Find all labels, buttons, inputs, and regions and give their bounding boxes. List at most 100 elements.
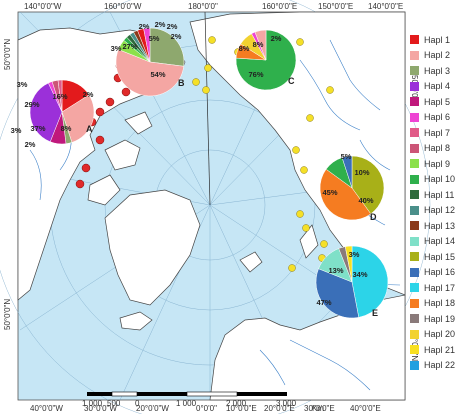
legend-swatch bbox=[410, 66, 419, 76]
legend-item: Hapl 3 bbox=[410, 63, 474, 79]
legend-swatch bbox=[410, 97, 419, 107]
legend-item: Hapl 9 bbox=[410, 156, 474, 172]
legend-item: Hapl 21 bbox=[410, 342, 474, 358]
coord-top-5: 150°0'0"E bbox=[318, 2, 353, 11]
legend-label: Hapl 10 bbox=[424, 174, 456, 185]
greenland bbox=[104, 189, 201, 306]
pie-percent-label: 3% bbox=[349, 250, 360, 259]
legend-label: Hapl 2 bbox=[424, 50, 451, 61]
scale-tick-1: 1 000 bbox=[82, 399, 103, 408]
legend-item: Hapl 19 bbox=[410, 311, 474, 327]
siberia bbox=[189, 11, 406, 296]
pie-percent-label: 2% bbox=[83, 90, 94, 99]
scale-tick-4: 1 000 bbox=[176, 399, 197, 408]
coord-bottom-1: 40°0'0"W bbox=[30, 404, 63, 413]
coord-bottom-4: 0°0'0" bbox=[196, 404, 217, 413]
coord-bottom-5: 10°0'0"E bbox=[226, 404, 257, 413]
legend-swatch bbox=[410, 81, 419, 91]
pie-percent-label: 2% bbox=[139, 22, 150, 31]
legend-item: Hapl 15 bbox=[410, 249, 474, 265]
legend-label: Hapl 3 bbox=[424, 65, 451, 76]
pie-percent-label: 40% bbox=[358, 196, 373, 205]
pie-percent-label: 3% bbox=[11, 126, 22, 135]
legend-swatch bbox=[410, 50, 419, 60]
site-label: E bbox=[372, 308, 378, 318]
pie-percent-label: 8% bbox=[61, 124, 72, 133]
legend-label: Hapl 12 bbox=[424, 205, 456, 216]
haplotype-legend: Hapl 1 Hapl 2 Hapl 3 Hapl 4 Hapl 5 Hapl 6 Hapl… bbox=[410, 32, 474, 373]
legend-item: Hapl 4 bbox=[410, 79, 474, 95]
pie-D: 45% 40% 10%5% D bbox=[319, 152, 385, 222]
pie-percent-label: 2% bbox=[155, 20, 166, 29]
coord-top-4: 160°0'0"E bbox=[262, 2, 297, 11]
scale-tick-3: 0 bbox=[135, 399, 140, 408]
scale-tick-6: 3 000 bbox=[276, 399, 297, 408]
legend-swatch bbox=[410, 128, 419, 138]
legend-label: Hapl 1 bbox=[424, 34, 451, 45]
scale-tick-5: 2 000 bbox=[226, 399, 247, 408]
legend-swatch bbox=[410, 112, 419, 122]
pie-percent-label: 2% bbox=[167, 22, 178, 31]
site-label: B bbox=[178, 78, 185, 88]
coord-bottom-8: 40°0'0"E bbox=[350, 404, 381, 413]
arctic-archipelago-1 bbox=[104, 139, 141, 171]
legend-label: Hapl 8 bbox=[424, 143, 451, 154]
dateline bbox=[204, 11, 211, 206]
legend-item: Hapl 16 bbox=[410, 265, 474, 281]
legend-item: Hapl 2 bbox=[410, 48, 474, 64]
arctic-archipelago-2 bbox=[87, 174, 121, 206]
pie-slice bbox=[149, 27, 185, 67]
legend-label: Hapl 21 bbox=[424, 344, 456, 355]
legend-swatch bbox=[410, 174, 419, 184]
legend-item: Hapl 14 bbox=[410, 234, 474, 250]
scale-bar: 1 000 500 0 1 000 2 000 3 000 Km bbox=[82, 391, 324, 412]
pie-percent-label: 2% bbox=[25, 140, 36, 149]
pie-slice bbox=[29, 82, 63, 143]
pie-percent-label: 47% bbox=[316, 298, 331, 307]
legend-item: Hapl 1 bbox=[410, 32, 474, 48]
legend-swatch bbox=[410, 236, 419, 246]
scale-bar-segments bbox=[87, 391, 287, 397]
legend-item: Hapl 20 bbox=[410, 327, 474, 343]
legend-swatch bbox=[410, 190, 419, 200]
pie-percent-label: 37% bbox=[30, 124, 45, 133]
legend-swatch bbox=[410, 267, 419, 277]
coord-bottom-6: 20°0'0"E bbox=[264, 404, 295, 413]
pie-percent-label: 34% bbox=[352, 270, 367, 279]
pie-slice bbox=[344, 245, 353, 283]
pie-slice bbox=[351, 245, 389, 318]
legend-item: Hapl 18 bbox=[410, 296, 474, 312]
legend-label: Hapl 7 bbox=[424, 127, 451, 138]
legend-label: Hapl 13 bbox=[424, 220, 456, 231]
legend-item: Hapl 13 bbox=[410, 218, 474, 234]
legend-swatch bbox=[410, 143, 419, 153]
legend-label: Hapl 20 bbox=[424, 329, 456, 340]
coord-left-2: 50°0'0"N bbox=[3, 299, 12, 330]
legend-item: Hapl 12 bbox=[410, 203, 474, 219]
coord-bottom-2: 30°0'0"W bbox=[84, 404, 117, 413]
legend-item: Hapl 6 bbox=[410, 110, 474, 126]
svalbard bbox=[239, 251, 263, 273]
coord-top-2: 160°0'0"W bbox=[104, 2, 142, 11]
site-label: C bbox=[288, 76, 295, 86]
legend-swatch bbox=[410, 283, 419, 293]
legend-swatch bbox=[410, 35, 419, 45]
legend-label: Hapl 4 bbox=[424, 81, 451, 92]
site-label: A bbox=[86, 124, 93, 134]
pie-percent-label: 8% bbox=[253, 40, 264, 49]
legend-swatch bbox=[410, 298, 419, 308]
pie-slice bbox=[315, 268, 360, 319]
legend-swatch bbox=[410, 205, 419, 215]
legend-item: Hapl 17 bbox=[410, 280, 474, 296]
pie-percent-label: 3% bbox=[111, 44, 122, 53]
legend-item: Hapl 22 bbox=[410, 358, 474, 374]
legend-label: Hapl 17 bbox=[424, 282, 456, 293]
pie-percent-label: 13% bbox=[328, 266, 343, 275]
coord-left-1: 50°0'0"N bbox=[3, 39, 12, 70]
scale-unit: Km bbox=[312, 404, 324, 412]
pie-percent-label: 29% bbox=[24, 100, 39, 109]
haplotype-pies: 29%16%37% 8%3%2%3%2%A27%54%5%2% 2% 2%2%3%B7… bbox=[11, 20, 389, 319]
iceland bbox=[119, 311, 153, 331]
coord-top-1: 140°0'0"W bbox=[24, 2, 62, 11]
